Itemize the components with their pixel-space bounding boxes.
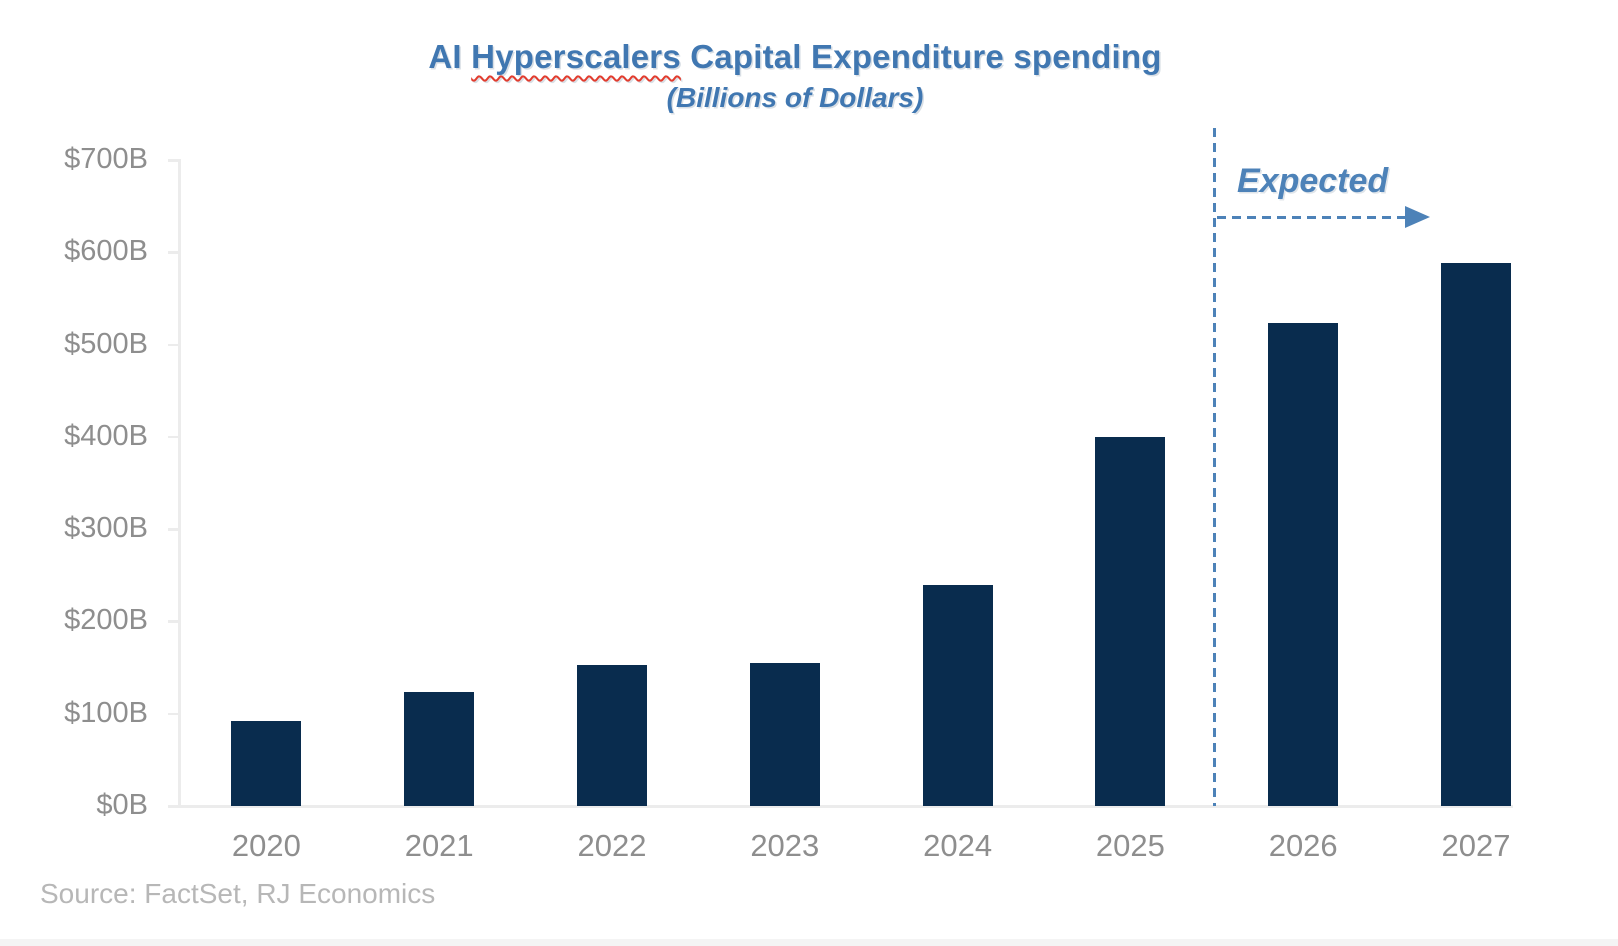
chart-subtitle: (Billions of Dollars)	[666, 82, 924, 113]
y-tick-label-200: $200B	[64, 604, 148, 637]
x-tick-label-2024: 2024	[923, 828, 993, 863]
x-tick-label-2025: 2025	[1095, 828, 1165, 863]
y-tick-label-500: $500B	[64, 327, 148, 360]
bar-2022	[577, 664, 647, 806]
y-tick-label-0: $0B	[96, 789, 148, 821]
bar-2024	[922, 584, 993, 806]
source-caption: Source: FactSet, RJ Economics	[40, 878, 436, 909]
forecast-divider-line	[1213, 128, 1216, 806]
y-tick-mark-600	[168, 251, 179, 254]
y-tick-mark-700	[168, 159, 179, 162]
expected-label: Expected	[1237, 162, 1389, 200]
y-tick-label-600: $600B	[64, 235, 148, 268]
y-tick-mark-500	[168, 343, 179, 347]
y-tick-label-400: $400B	[64, 419, 148, 452]
bar-2023	[749, 662, 820, 806]
y-axis-line	[178, 159, 181, 806]
expected-arrow-head-icon	[1405, 206, 1430, 228]
y-tick-mark-200	[168, 620, 179, 623]
title-misspelled-word: Hyperscalers	[471, 38, 681, 75]
y-tick-mark-0	[168, 805, 179, 808]
title-suffix: Capital Expenditure spending	[680, 38, 1162, 75]
x-axis-line	[168, 805, 1513, 808]
x-tick-label-2026: 2026	[1268, 828, 1338, 863]
y-tick-mark-100	[168, 712, 179, 716]
x-tick-label-2023: 2023	[750, 828, 820, 863]
x-tick-label-2022: 2022	[577, 828, 647, 863]
chart-header: AI Hyperscalers Capital Expenditure spen…	[0, 38, 1618, 114]
x-tick-label-2021: 2021	[404, 828, 474, 863]
expected-arrow-line	[1217, 216, 1407, 219]
title-prefix: AI	[428, 38, 472, 75]
bar-2021	[404, 691, 475, 806]
y-tick-label-300: $300B	[64, 512, 148, 545]
bar-2026	[1268, 323, 1339, 806]
bottom-strip	[0, 939, 1618, 946]
bar-2025	[1095, 436, 1166, 806]
bar-2020	[231, 721, 302, 806]
y-tick-mark-300	[168, 528, 179, 531]
x-tick-label-2020: 2020	[231, 828, 301, 863]
y-tick-label-100: $100B	[64, 696, 148, 729]
y-tick-mark-400	[168, 435, 179, 439]
bar-2027	[1441, 263, 1511, 806]
y-tick-label-700: $700B	[64, 143, 148, 175]
x-tick-label-2027: 2027	[1441, 828, 1511, 863]
chart-title: AI Hyperscalers Capital Expenditure spen…	[0, 38, 1590, 76]
